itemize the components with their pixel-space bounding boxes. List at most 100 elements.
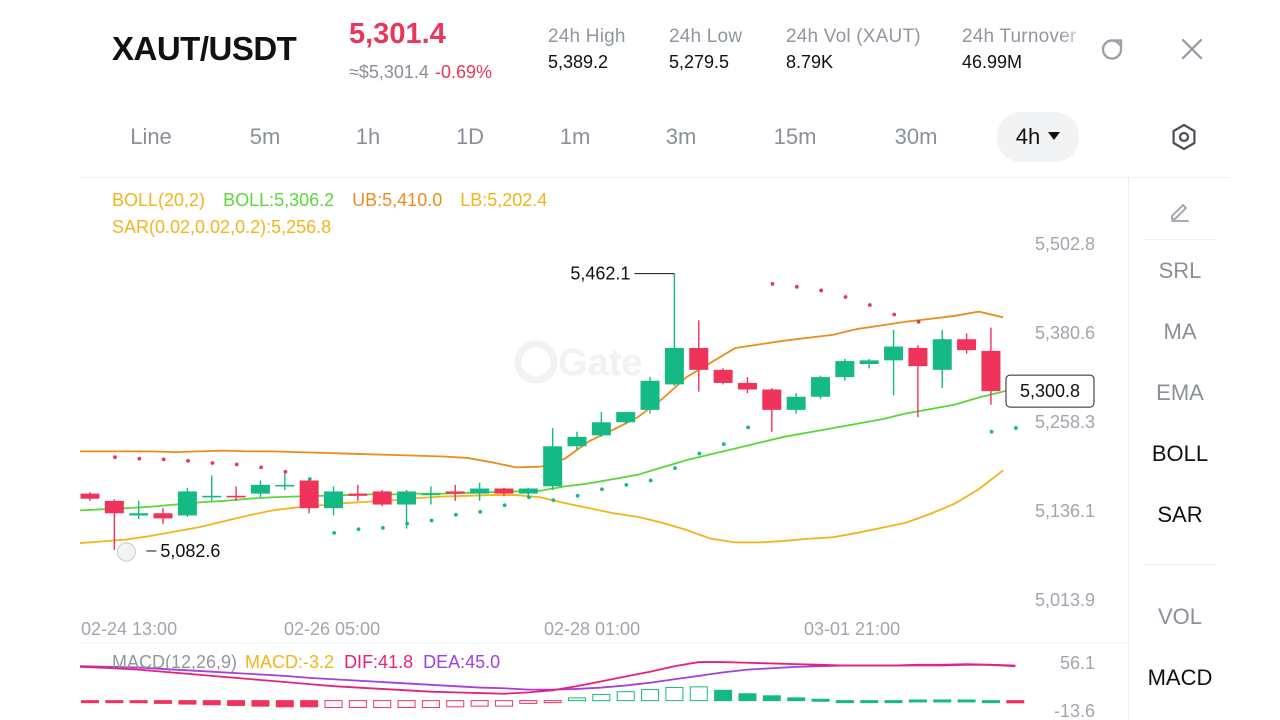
interval-tabs: Line 5m 1h 1D 1m 3m 15m 30m 4h xyxy=(0,112,1280,162)
trading-pair-title: XAUT/USDT xyxy=(112,30,297,67)
indicator-ma[interactable]: MA xyxy=(1163,319,1197,344)
stat-24h-high: 24h High 5,389.2 xyxy=(548,26,626,73)
y-axis-label: 5,258.3 xyxy=(1035,412,1095,432)
candle-body xyxy=(932,339,952,370)
stat-value: 8.79K xyxy=(786,52,834,72)
candle-body xyxy=(226,495,246,498)
sar-dot xyxy=(137,456,142,461)
macd-histogram-bar xyxy=(811,698,830,702)
sar-dot xyxy=(794,284,799,289)
tab-15m[interactable]: 15m xyxy=(773,124,817,149)
stat-value: 46.99M xyxy=(962,52,1023,72)
macd-histogram-bar xyxy=(762,695,781,702)
draw-tool-button[interactable] xyxy=(1129,196,1231,230)
macd-histogram-bar xyxy=(835,700,854,704)
macd-histogram-bar xyxy=(397,700,416,709)
candle-body xyxy=(713,369,733,383)
candle-body xyxy=(859,360,879,365)
pencil-icon xyxy=(1171,204,1189,222)
tab-1d[interactable]: 1D xyxy=(455,124,485,149)
macd-histogram-bar xyxy=(616,691,635,702)
macd-histogram-bar xyxy=(324,700,343,709)
boll-lb-value: LB:5,202.4 xyxy=(460,190,548,210)
panel-divider xyxy=(1143,239,1217,240)
macd-histogram-bar xyxy=(519,700,538,704)
candle-body xyxy=(348,493,368,496)
tab-4h-dropdown[interactable]: 4h xyxy=(997,112,1079,162)
x-axis-label: 02-26 05:00 xyxy=(284,619,380,639)
macd-histogram-bar xyxy=(665,687,684,702)
close-icon[interactable] xyxy=(1175,32,1209,66)
macd-histogram-bar xyxy=(884,700,903,704)
candle-body xyxy=(397,491,417,505)
candle-body xyxy=(299,480,319,509)
indicator-srl[interactable]: SRL xyxy=(1158,258,1202,283)
sar-dot xyxy=(478,509,483,514)
macd-histogram-bar xyxy=(738,693,757,702)
candle-body xyxy=(835,361,855,378)
last-price-label: 5,300.8 xyxy=(1020,381,1080,401)
macd-histogram-bar xyxy=(348,700,367,709)
candle-body xyxy=(275,484,295,487)
candle-body xyxy=(445,491,465,494)
macd-params: MACD(12,26,9) xyxy=(112,652,238,672)
stat-label: 24h Turnover xyxy=(962,26,1077,47)
indicator-boll[interactable]: BOLL xyxy=(1151,441,1209,466)
sar-dot xyxy=(527,495,531,500)
macd-histogram-bar xyxy=(908,699,927,703)
dif-value: DIF:41.8 xyxy=(344,652,414,672)
stat-label: 24h High xyxy=(548,26,626,47)
stat-label: 24h Vol (XAUT) xyxy=(786,26,921,47)
stat-fade-overlay xyxy=(1060,20,1090,80)
candle-body xyxy=(177,491,197,516)
y-axis-label: 5,136.1 xyxy=(1035,501,1095,521)
macd-histogram-bar xyxy=(714,689,733,702)
candle-body xyxy=(591,422,611,436)
indicator-macd[interactable]: MACD xyxy=(1147,665,1213,690)
candlestick-chart[interactable]: Gate 5,502.8 5,380.6 5,258.3 5,136.1 5,013.9… xyxy=(0,178,1128,720)
boll-lower-band xyxy=(79,469,1004,545)
svg-text:Gate: Gate xyxy=(558,342,642,384)
refresh-icon[interactable] xyxy=(1095,32,1129,66)
macd-value: MACD:-3.2 xyxy=(245,652,335,672)
macd-histogram-bar xyxy=(1006,700,1025,704)
last-price: 5,301.4 xyxy=(349,18,446,50)
tab-5m[interactable]: 5m xyxy=(249,124,281,149)
macd-histogram-bar xyxy=(446,700,465,708)
sar-dot xyxy=(770,282,775,286)
candle-body xyxy=(129,513,149,516)
sar-dot xyxy=(454,512,458,517)
candle-body xyxy=(981,350,1001,392)
boll-params: BOLL(20,2) xyxy=(112,190,206,210)
sar-dot xyxy=(502,503,507,508)
macd-histogram-bar xyxy=(470,700,489,707)
candle-body xyxy=(372,491,392,505)
tab-1m[interactable]: 1m xyxy=(559,124,591,149)
candle-body xyxy=(762,389,782,410)
indicator-ema[interactable]: EMA xyxy=(1156,380,1204,405)
tab-1h[interactable]: 1h xyxy=(355,124,381,149)
sar-dot xyxy=(283,469,288,474)
candle-body xyxy=(737,382,757,390)
indicator-sar[interactable]: SAR xyxy=(1157,502,1203,527)
candle-body xyxy=(616,412,636,423)
sar-dot xyxy=(429,518,434,523)
sar-legend: SAR(0.02,0.02,0.2):5,256.8 xyxy=(112,217,349,238)
macd-histogram-bar xyxy=(592,693,611,702)
dea-value: DEA:45.0 xyxy=(423,652,501,672)
sar-dot xyxy=(648,478,653,483)
chart-canvas: Gate 5,502.8 5,380.6 5,258.3 5,136.1 5,013.9… xyxy=(79,234,1128,720)
indicator-vol[interactable]: VOL xyxy=(1157,604,1203,629)
sar-dot xyxy=(259,465,263,470)
settings-icon[interactable] xyxy=(1167,120,1201,154)
price-change-percent: -0.69% xyxy=(434,62,492,82)
tab-30m[interactable]: 30m xyxy=(894,124,938,149)
sar-dot xyxy=(746,425,750,430)
stat-24h-volume: 24h Vol (XAUT) 8.79K xyxy=(786,26,921,73)
boll-mid-value: BOLL:5,306.2 xyxy=(223,190,335,210)
sar-dot xyxy=(916,319,921,324)
tab-3m[interactable]: 3m xyxy=(665,124,697,149)
tab-line[interactable]: Line xyxy=(130,124,172,149)
sar-value: SAR(0.02,0.02,0.2):5,256.8 xyxy=(112,217,332,237)
y-axis-label: 5,380.6 xyxy=(1035,323,1095,343)
